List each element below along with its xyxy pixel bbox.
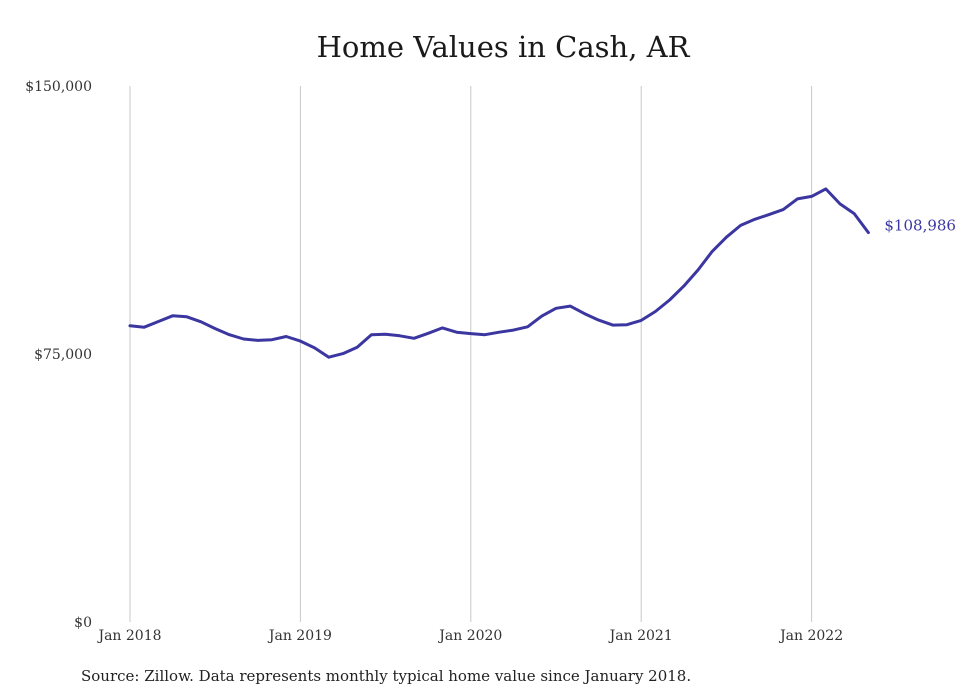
source-note: Source: Zillow. Data represents monthly … (81, 667, 692, 685)
data-point (725, 236, 728, 238)
data-point (200, 321, 202, 323)
data-point (427, 332, 430, 335)
data-point (171, 315, 174, 317)
data-point (612, 324, 614, 326)
data-point (782, 208, 784, 211)
y-axis-ticks: $150,000 $75,000 $0 (25, 79, 92, 631)
data-point (810, 195, 813, 198)
data-point (186, 316, 188, 318)
data-point (342, 352, 344, 355)
data-point (228, 333, 231, 336)
data-point (413, 337, 415, 340)
data-point (683, 285, 685, 287)
data-point (384, 333, 387, 336)
data-point (399, 335, 401, 337)
data-point (512, 329, 515, 331)
data-point (271, 338, 273, 341)
data-point (867, 231, 870, 234)
data-point (285, 335, 288, 338)
data-point (370, 333, 373, 336)
data-point (711, 250, 713, 253)
data-point (853, 212, 855, 215)
x-axis-ticks: Jan 2018 Jan 2019 Jan 2020 Jan 2021 Jan 2022 (96, 628, 843, 644)
data-point (839, 203, 841, 205)
data-point (825, 188, 827, 190)
y-tick-label: $0 (74, 615, 92, 631)
data-point (328, 356, 330, 359)
data-point (313, 347, 316, 349)
data-point (242, 338, 245, 340)
data-point (257, 339, 259, 342)
data-point (739, 224, 742, 227)
data-point (754, 218, 756, 221)
x-tick-label: Jan 2021 (608, 628, 673, 644)
data-point (129, 325, 131, 327)
x-tick-label: Jan 2020 (437, 628, 502, 644)
data-point (157, 320, 160, 323)
data-point (640, 319, 642, 322)
data-point (455, 331, 458, 334)
data-point (626, 323, 628, 326)
data-point (498, 331, 501, 334)
data-point (697, 269, 699, 271)
x-tick-label: Jan 2019 (267, 628, 332, 644)
end-value-label: $108,986 (884, 217, 956, 235)
data-point (484, 333, 486, 336)
y-tick-label: $75,000 (34, 347, 92, 363)
data-point (768, 213, 770, 216)
data-point (668, 299, 671, 301)
data-point (143, 326, 145, 329)
data-point (441, 327, 444, 329)
chart-title: Home Values in Cash, AR (316, 30, 690, 64)
series-layer: $108,986 (128, 187, 956, 359)
gridlines (129, 86, 813, 622)
data-point (555, 307, 557, 310)
y-tick-label: $150,000 (25, 79, 92, 95)
data-point (214, 327, 216, 330)
data-point (541, 315, 543, 317)
data-point (470, 332, 472, 335)
data-point (526, 326, 529, 328)
data-point (569, 305, 571, 307)
data-point (356, 346, 359, 349)
data-point (583, 312, 586, 315)
x-tick-label: Jan 2022 (778, 628, 843, 644)
data-point (796, 198, 799, 200)
x-tick-label: Jan 2018 (96, 628, 161, 644)
data-point (299, 340, 302, 342)
data-point (654, 310, 657, 313)
data-point (597, 319, 600, 321)
